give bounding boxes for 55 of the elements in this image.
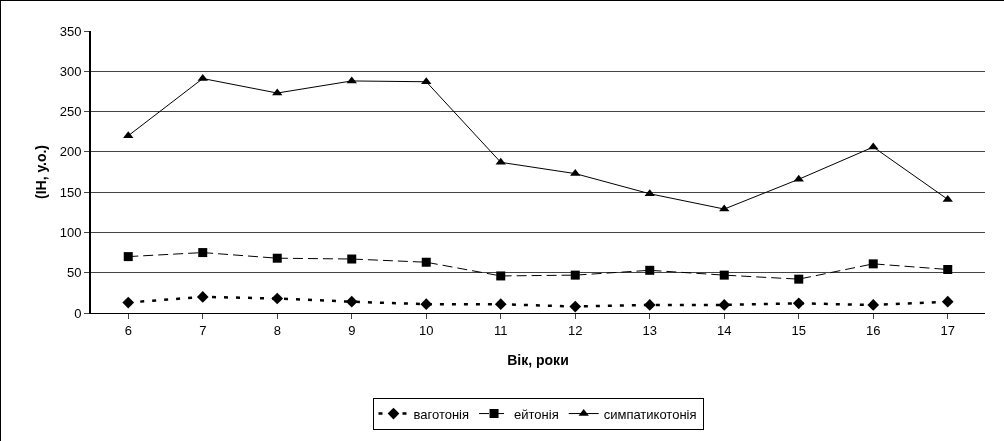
y-tick-label: 200 — [59, 144, 82, 160]
point — [421, 257, 431, 267]
x-tick-label: 10 — [419, 322, 434, 338]
point — [345, 295, 358, 308]
x-tick-label: 16 — [866, 322, 881, 338]
y-axis-title: (ІН, у.о.) — [32, 145, 49, 199]
legend-label: ейтонія — [514, 406, 559, 422]
x-tick-label: 14 — [717, 322, 732, 338]
y-tick-label: 100 — [59, 224, 82, 240]
point — [570, 270, 580, 280]
x-tick-label: 17 — [940, 322, 955, 338]
point — [122, 296, 135, 309]
point — [272, 253, 282, 263]
point — [868, 259, 878, 269]
x-tick-label: 9 — [348, 322, 356, 338]
legend-label: ваготонія — [413, 406, 470, 422]
y-tick-label: 150 — [59, 184, 82, 200]
point — [196, 291, 209, 303]
point — [867, 299, 880, 311]
x-tick-label: 8 — [273, 322, 281, 338]
point — [569, 300, 582, 313]
x-axis-title: Вік, роки — [507, 352, 569, 368]
y-tick-label: 350 — [59, 23, 82, 39]
point — [941, 295, 954, 308]
x-tick-label: 11 — [494, 322, 508, 338]
x-tick-label: 6 — [124, 322, 132, 338]
point — [645, 265, 655, 275]
point — [792, 297, 805, 310]
point — [942, 194, 953, 202]
y-tick-label: 300 — [59, 63, 82, 79]
y-tick-label: 50 — [66, 265, 82, 281]
point — [123, 252, 133, 262]
point — [346, 76, 357, 84]
point — [943, 264, 953, 274]
point — [272, 88, 283, 96]
y-tick-label: 0 — [74, 305, 82, 321]
point — [420, 298, 433, 310]
y-tick-label: 250 — [59, 104, 82, 120]
x-tick-label: 12 — [568, 322, 583, 338]
point — [496, 271, 506, 281]
point — [347, 254, 357, 264]
point — [495, 157, 506, 165]
legend-label: симпатикотонія — [603, 406, 697, 422]
point — [719, 204, 730, 212]
point — [719, 270, 729, 280]
x-tick-label: 15 — [791, 322, 806, 338]
point — [198, 248, 208, 258]
point — [868, 142, 879, 150]
point — [494, 298, 507, 310]
point — [794, 274, 804, 284]
point — [271, 292, 284, 305]
x-tick-label: 7 — [199, 322, 207, 338]
point — [421, 77, 432, 85]
x-tick-label: 13 — [642, 322, 657, 338]
point — [793, 174, 804, 182]
